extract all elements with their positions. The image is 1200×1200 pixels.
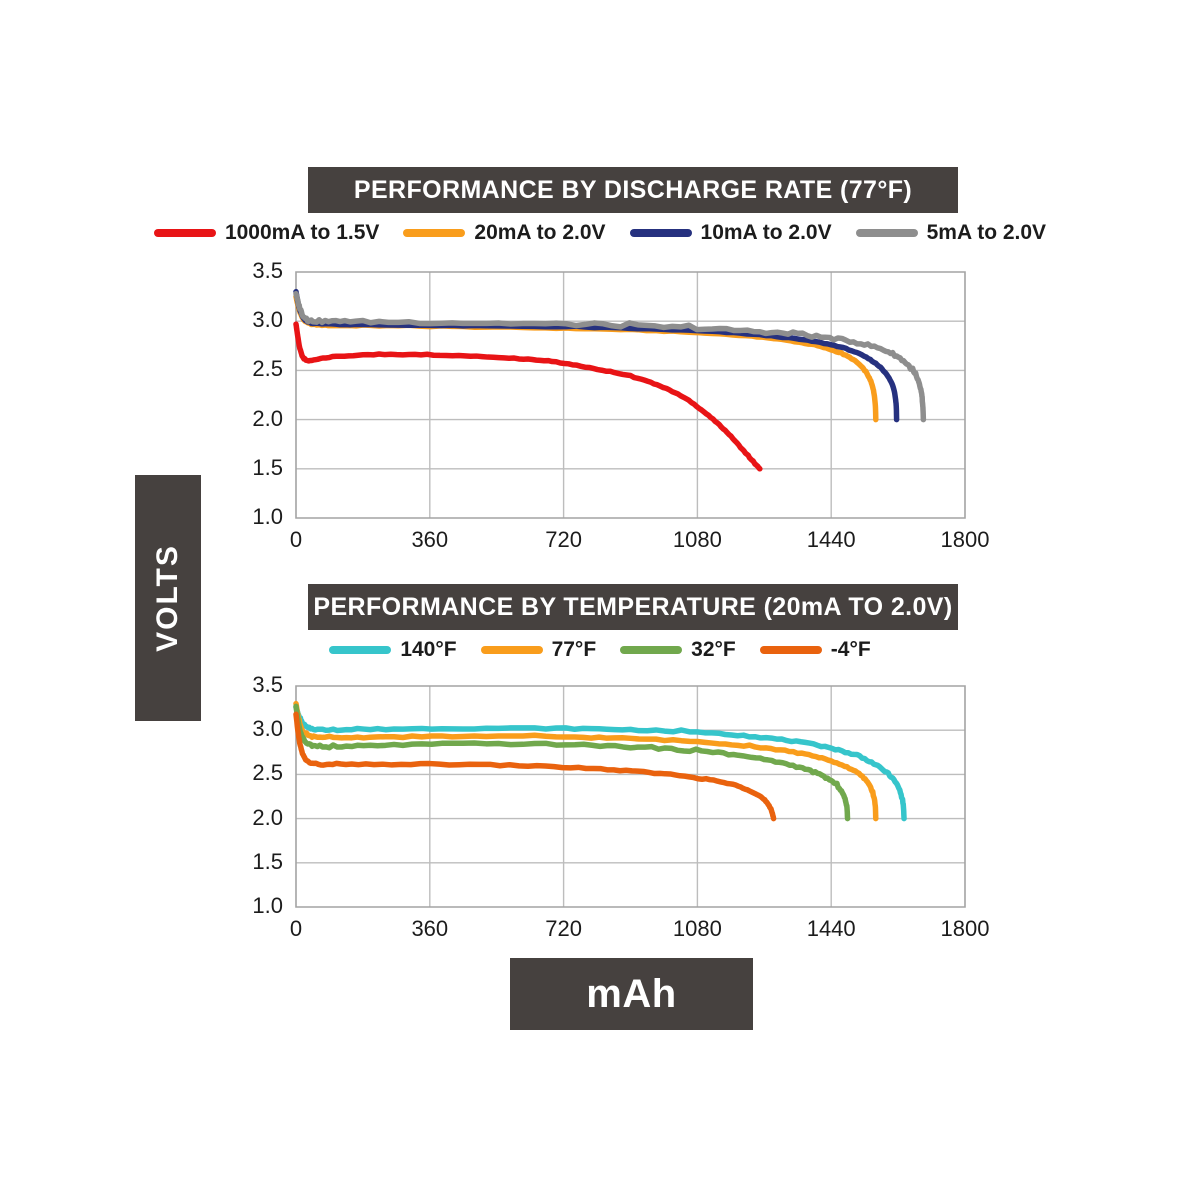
x-tick-label: 1440 (806, 527, 856, 552)
x-tick-label: 1080 (672, 916, 722, 941)
y-axis-label-box: VOLTS (135, 475, 201, 721)
y-tick-label: 3.0 (252, 716, 283, 742)
series-line (296, 704, 876, 819)
x-tick-label: 1800 (940, 527, 990, 552)
legend-line-icon (480, 646, 543, 654)
legend-label: 32°F (691, 638, 736, 661)
chart1-plot-area: 3.5 3.0 2.5 2.0 1.5 1.0 0 360 720 1080 1440 1800 (252, 272, 989, 518)
legend-item: 32°F (620, 638, 736, 662)
y-tick-label: 1.5 (252, 848, 283, 874)
series-line (296, 297, 876, 420)
legend-label: 77°F (551, 638, 597, 661)
y-tick-label: 1.5 (252, 454, 283, 480)
x-axis-label-box: mAh (510, 958, 753, 1030)
series-line (296, 707, 904, 818)
series-line (296, 706, 848, 818)
legend-item: 1000mA to 1.5V (153, 221, 380, 245)
plot-svg (296, 272, 965, 518)
legend-label: 20mA to 2.0V (474, 221, 606, 244)
x-axis-label: mAh (586, 971, 677, 1016)
legend-item: 10mA to 2.0V (629, 221, 832, 245)
x-tick-label: 0 (289, 916, 303, 941)
legend-line-icon (855, 229, 918, 237)
chart2-title: PERFORMANCE BY TEMPERATURE (20mA TO 2.0V… (313, 592, 953, 621)
chart1-title-bar: PERFORMANCE BY DISCHARGE RATE (77°F) (308, 167, 958, 213)
legend-label: -4°F (830, 638, 871, 661)
legend-item: -4°F (759, 638, 871, 662)
y-tick-label: 3.0 (252, 307, 283, 333)
y-tick-label: 3.5 (252, 671, 283, 697)
y-tick-label: 1.0 (252, 503, 283, 529)
y-tick-label: 2.0 (252, 804, 283, 830)
y-tick-label: 3.5 (252, 257, 283, 283)
legend-item: 140°F (329, 638, 457, 662)
legend-line-icon (403, 229, 466, 237)
legend-item: 20mA to 2.0V (403, 221, 606, 245)
legend-label: 140°F (400, 638, 457, 661)
legend-item: 5mA to 2.0V (855, 221, 1047, 245)
plot-border (296, 686, 965, 907)
legend-label: 10mA to 2.0V (700, 221, 832, 244)
chart2-plot-area: 3.5 3.0 2.5 2.0 1.5 1.0 0 360 720 1080 1440 1800 (252, 686, 989, 907)
plot-svg (296, 686, 965, 907)
series-line (296, 324, 760, 469)
plot-border (296, 272, 965, 518)
y-tick-label: 2.5 (252, 356, 283, 382)
legend-item: 77°F (480, 638, 597, 662)
y-tick-label: 2.5 (252, 760, 283, 786)
x-tick-label: 1800 (940, 916, 990, 941)
x-tick-label: 360 (411, 527, 449, 552)
legend-line-icon (153, 229, 216, 237)
x-tick-label: 1440 (806, 916, 856, 941)
legend-label: 1000mA to 1.5V (224, 221, 380, 244)
x-tick-label: 1080 (672, 527, 722, 552)
x-tick-label: 720 (545, 916, 582, 941)
x-tick-label: 360 (411, 916, 449, 941)
chart2-legend: 140°F 77°F 32°F -4°F (150, 636, 1050, 664)
legend-label: 5mA to 2.0V (926, 221, 1047, 244)
x-tick-label: 720 (545, 527, 582, 552)
legend-line-icon (759, 646, 822, 654)
y-tick-label: 1.0 (252, 892, 283, 918)
series-line (296, 714, 774, 818)
series-line (296, 294, 923, 420)
legend-line-icon (629, 229, 692, 237)
chart1-legend: 1000mA to 1.5V 20mA to 2.0V 10mA to 2.0V 5m… (150, 219, 1050, 247)
x-tick-label: 0 (289, 527, 303, 552)
chart2-title-bar: PERFORMANCE BY TEMPERATURE (20mA TO 2.0V… (308, 584, 958, 630)
y-tick-label: 2.0 (252, 405, 283, 431)
legend-line-icon (620, 646, 683, 654)
chart1-title: PERFORMANCE BY DISCHARGE RATE (77°F) (353, 175, 913, 204)
legend-line-icon (329, 646, 392, 654)
